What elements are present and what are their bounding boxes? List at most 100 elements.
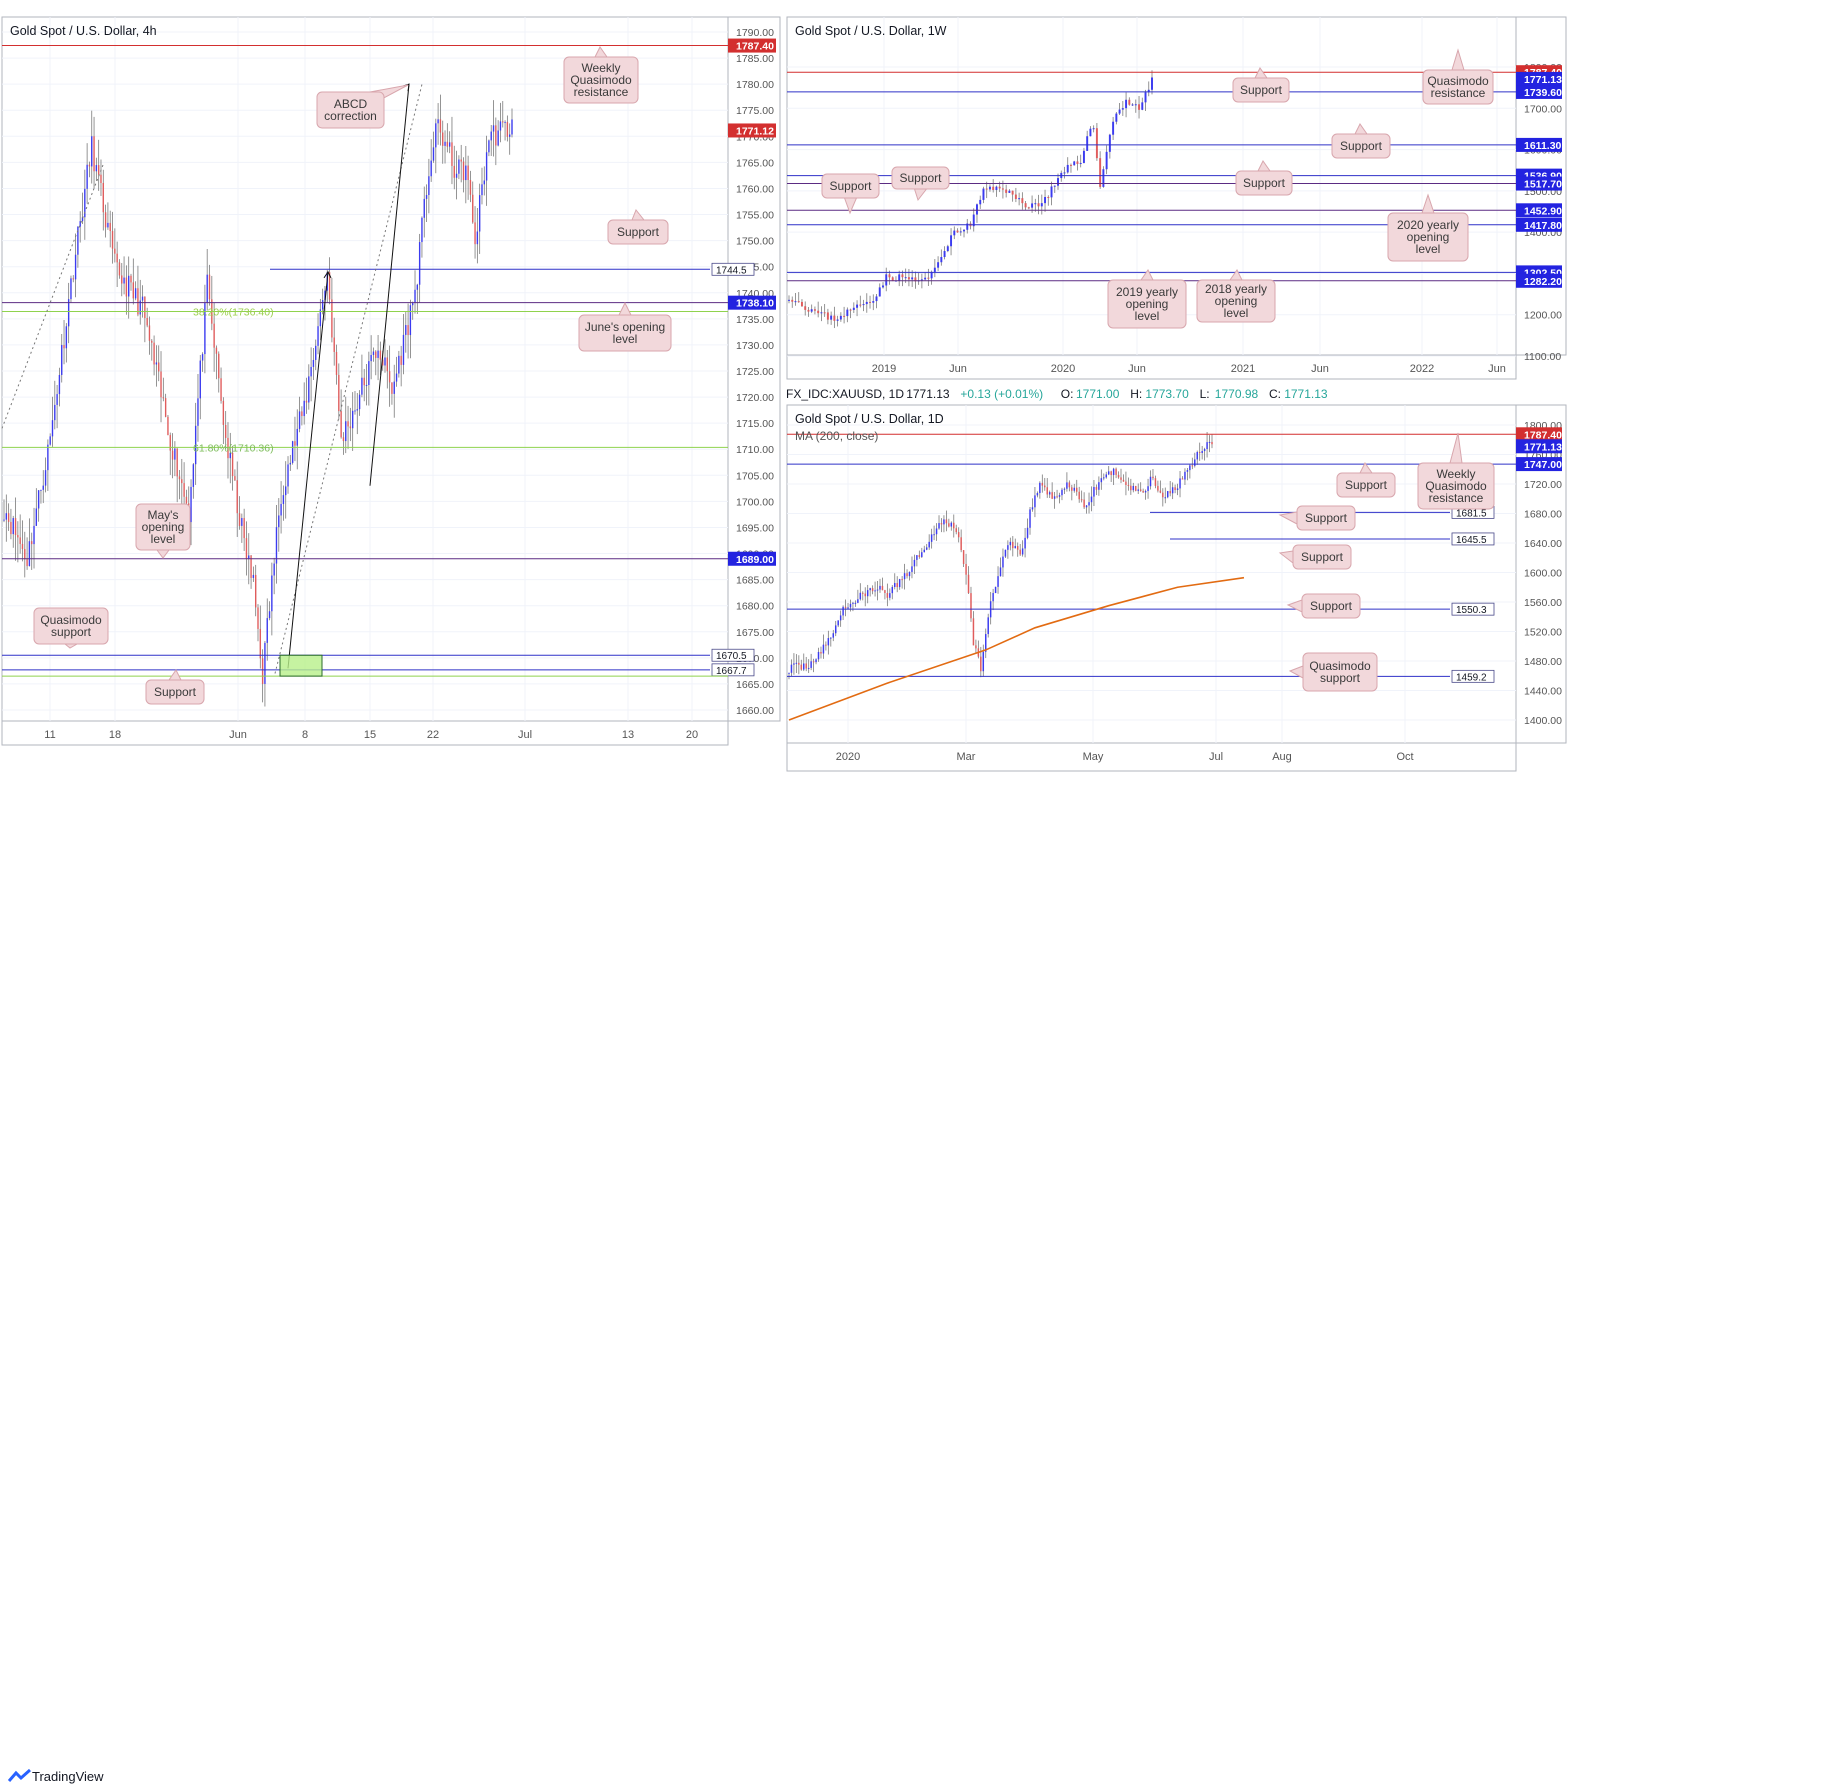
candle-body xyxy=(1001,188,1004,190)
candle-body xyxy=(192,464,195,487)
candle xyxy=(1079,154,1082,168)
candle xyxy=(1154,475,1157,489)
candle xyxy=(273,557,275,595)
candle-body xyxy=(1154,478,1157,486)
candle xyxy=(1056,489,1058,499)
candle-body xyxy=(40,489,42,491)
candle-body xyxy=(834,625,837,634)
candle xyxy=(976,203,978,223)
candle xyxy=(1078,486,1080,503)
y-tick-label: 1730.00 xyxy=(736,340,774,352)
candle-body xyxy=(960,537,962,551)
x-tick-label: Jun xyxy=(1488,363,1506,375)
candle-body xyxy=(1137,489,1139,491)
candle-body xyxy=(1008,190,1011,193)
level-label-box xyxy=(1516,176,1562,191)
candle-body xyxy=(1151,77,1153,90)
candle-body xyxy=(56,394,58,405)
candle xyxy=(458,155,460,180)
candle-body xyxy=(815,659,817,663)
x-tick-label: Jun xyxy=(229,729,247,741)
candle xyxy=(345,396,347,454)
candle xyxy=(1092,125,1095,133)
candle xyxy=(985,628,987,659)
callout-text: Support xyxy=(154,685,197,699)
candle-body xyxy=(167,416,169,436)
level-label-text: 1645.5 xyxy=(1456,535,1487,546)
candle-body xyxy=(35,508,38,526)
candle xyxy=(898,578,901,590)
candle xyxy=(31,532,33,570)
callout: Support xyxy=(821,173,880,215)
candle-body xyxy=(144,296,146,318)
levels-d1: 1787.40 1747.00 1681.5 1645.5 1550.3 1459.2 17… xyxy=(787,427,1562,683)
candle-body xyxy=(91,136,93,167)
callout-text: Support xyxy=(1310,599,1353,613)
candle-body xyxy=(224,424,227,438)
candle xyxy=(1024,200,1027,211)
candle-body xyxy=(966,223,969,230)
candle-body xyxy=(67,299,70,327)
candle xyxy=(347,405,349,449)
candle-body xyxy=(490,131,492,141)
candle xyxy=(298,396,301,433)
candle xyxy=(815,658,817,665)
candle-body xyxy=(204,303,206,355)
candle xyxy=(386,349,389,389)
level-label-text: 1459.2 xyxy=(1456,672,1487,683)
candle xyxy=(1039,481,1041,499)
candle-body xyxy=(957,532,960,538)
candle xyxy=(446,123,449,153)
chart-title: Gold Spot / U.S. Dollar, 1W xyxy=(795,24,947,38)
candle-body xyxy=(1142,490,1144,493)
candle xyxy=(988,184,991,192)
candle-body xyxy=(77,226,79,255)
chart-title: Gold Spot / U.S. Dollar, 1D xyxy=(795,412,944,426)
candle-body xyxy=(432,147,435,161)
candle xyxy=(1105,145,1108,175)
candles-d1 xyxy=(788,432,1213,680)
candle-body xyxy=(1090,496,1093,503)
y-tick-label: 1710.00 xyxy=(736,444,774,456)
candle xyxy=(879,578,881,593)
candle xyxy=(146,307,148,328)
candle-body xyxy=(340,411,342,438)
candle xyxy=(1002,548,1004,577)
candle xyxy=(918,550,921,559)
candle xyxy=(953,226,956,240)
candle-body xyxy=(442,132,444,146)
level-label-box xyxy=(1516,84,1562,99)
candle-body xyxy=(1189,465,1191,471)
candle-body xyxy=(1130,485,1132,491)
callout: 2019 yearly opening level xyxy=(1107,269,1187,329)
tradingview-brand: TradingView xyxy=(32,1769,104,1784)
callout-text: Support xyxy=(617,225,660,239)
candle xyxy=(812,658,815,673)
candle-body xyxy=(24,549,26,560)
candle-body xyxy=(308,376,310,403)
candle xyxy=(40,489,42,504)
candle-body xyxy=(918,555,921,557)
y-tick-label: 1725.00 xyxy=(736,366,774,378)
candle xyxy=(26,537,28,570)
candle-body xyxy=(278,515,280,528)
level-label-text: 1517.70 xyxy=(1524,179,1562,191)
x-tick-label: Aug xyxy=(1272,751,1292,763)
candle xyxy=(77,226,79,268)
candle xyxy=(894,573,896,590)
candle-body xyxy=(100,174,102,184)
candle-body xyxy=(1037,203,1040,207)
candle-body xyxy=(453,165,455,178)
candle-body xyxy=(301,411,303,417)
candle xyxy=(275,505,278,584)
candle xyxy=(497,120,499,147)
candle-body xyxy=(1066,164,1069,173)
candle-body xyxy=(1073,161,1076,166)
candle-body xyxy=(218,353,220,379)
candle-body xyxy=(1083,499,1085,508)
candle xyxy=(992,179,995,193)
candle xyxy=(305,377,308,414)
candle-body xyxy=(70,278,72,300)
abcd-leg-line xyxy=(287,271,329,669)
y-tick-label: 1700.00 xyxy=(1524,103,1562,115)
